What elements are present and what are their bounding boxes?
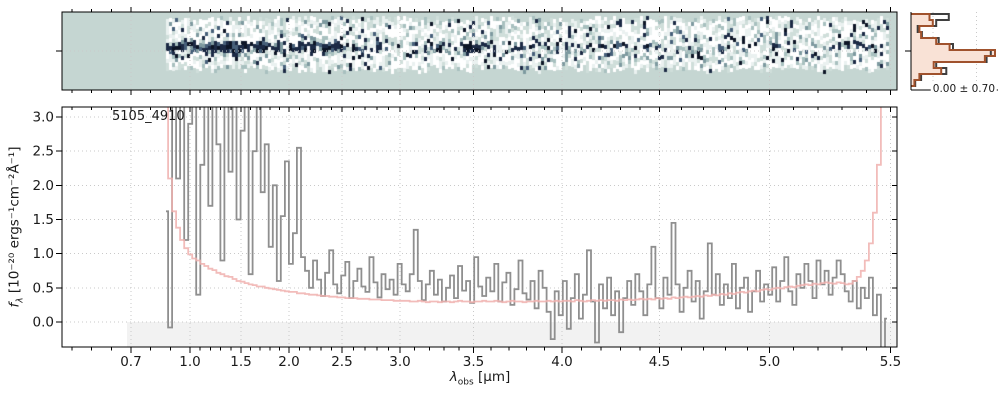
x-tick-label: 3.5 xyxy=(463,354,484,370)
below-zero-band xyxy=(127,322,897,347)
y-axis-units: [10⁻²⁰ ergs⁻¹cm⁻²Å⁻¹] xyxy=(6,146,23,298)
x-tick-label: 1.5 xyxy=(230,354,251,370)
y-axis-label: fλ [10⁻²⁰ ergs⁻¹cm⁻²Å⁻¹] xyxy=(7,147,26,308)
y-tick-label: 3.0 xyxy=(33,110,54,126)
y-tick-label: 2.5 xyxy=(33,144,54,160)
x-tick-label: 1.0 xyxy=(179,354,200,370)
y-axis-symbol: f xyxy=(6,302,23,308)
x-axis-symbol: λ xyxy=(449,369,458,385)
flux-line xyxy=(166,107,887,347)
2d-panel-border xyxy=(61,11,898,91)
1d-panel-border xyxy=(61,106,898,348)
x-tick-label: 0.7 xyxy=(120,354,141,370)
x-tick-label: 5.5 xyxy=(880,354,901,370)
x-tick-label: 4.0 xyxy=(551,354,572,370)
x-tick-label: 2.5 xyxy=(331,354,352,370)
y-tick-label: 0.5 xyxy=(33,280,54,296)
profile-model-line xyxy=(911,13,996,87)
2d-spectrum-image xyxy=(62,12,897,90)
x-tick-label: 2.0 xyxy=(278,354,299,370)
error-line xyxy=(167,107,882,304)
y-axis-subscript: λ xyxy=(15,297,26,303)
y-tick-label: 0.0 xyxy=(33,315,54,331)
x-tick-label: 3.0 xyxy=(389,354,410,370)
y-tick-label: 1.0 xyxy=(33,246,54,262)
x-axis-units: [μm] xyxy=(473,369,511,385)
profile-stat-label: 0.00 ± 0.70 xyxy=(930,83,997,95)
source-id-label: 5105_4910 xyxy=(112,109,185,124)
x-tick-label: 5.0 xyxy=(759,354,780,370)
x-axis-subscript: obs xyxy=(457,377,474,388)
x-tick-label: 4.5 xyxy=(649,354,670,370)
x-axis-label: λobs [μm] xyxy=(450,369,511,388)
y-tick-label: 2.0 xyxy=(33,178,54,194)
y-tick-label: 1.5 xyxy=(33,212,54,228)
